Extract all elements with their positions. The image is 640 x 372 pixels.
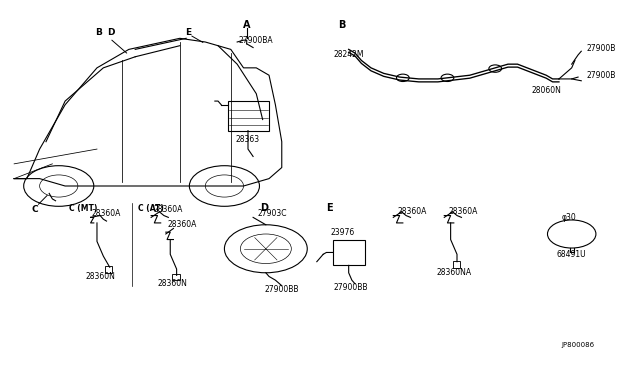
Circle shape [489,65,502,72]
Bar [104,266,112,273]
Text: 27900BB: 27900BB [333,283,368,292]
Text: 28363: 28363 [236,135,260,144]
Text: 28360A: 28360A [92,209,121,218]
Text: 28360A: 28360A [154,205,183,215]
Text: 27900BA: 27900BA [239,36,273,45]
Text: B: B [95,28,102,37]
Text: JP800086: JP800086 [561,342,595,348]
Text: 28360NA: 28360NA [436,268,472,277]
Text: 28360A: 28360A [167,220,196,229]
Text: 28360A: 28360A [449,207,478,217]
Bar [228,101,269,131]
Text: C (AT): C (AT) [138,203,164,213]
Bar [333,240,365,265]
Circle shape [396,74,409,81]
Text: D: D [260,203,269,213]
Bar [172,273,180,280]
Text: 27903C: 27903C [257,209,287,218]
Text: A: A [243,20,250,31]
Text: 28360N: 28360N [157,279,187,288]
Text: C (MT): C (MT) [68,203,97,213]
Text: 28360A: 28360A [397,207,427,217]
Text: 28242M: 28242M [333,51,364,60]
Bar [452,260,460,268]
Text: 27900B: 27900B [586,44,616,53]
Text: 27900B: 27900B [586,71,616,80]
Text: 28060N: 28060N [531,86,561,94]
Text: 23976: 23976 [330,228,355,237]
Text: B: B [339,20,346,31]
Circle shape [441,74,454,81]
Text: C: C [31,205,38,215]
Text: E: E [185,28,191,37]
Text: 68491U: 68491U [557,250,586,259]
Text: φ30: φ30 [561,213,576,222]
Text: 27900BB: 27900BB [264,285,299,294]
Text: E: E [326,203,333,213]
Text: D: D [108,28,115,37]
Text: 28360N: 28360N [85,272,115,281]
